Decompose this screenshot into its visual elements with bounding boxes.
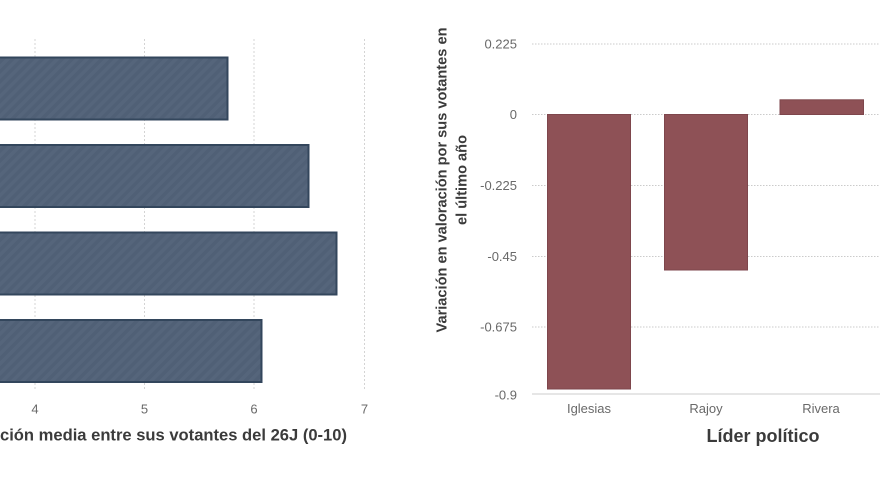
svg-text:Iglesias: Iglesias — [567, 401, 612, 416]
svg-text:Líder político: Líder político — [706, 426, 819, 446]
svg-text:6: 6 — [250, 402, 257, 417]
svg-text:-0.45: -0.45 — [487, 249, 517, 264]
svg-text:-0.225: -0.225 — [480, 178, 517, 193]
svg-text:0.225: 0.225 — [484, 37, 517, 52]
svg-text:ción media entre sus votantes: ción media entre sus votantes del 26J (0… — [0, 427, 347, 445]
svg-text:4: 4 — [31, 402, 38, 417]
svg-text:Rajoy: Rajoy — [689, 401, 723, 416]
svg-text:el último año: el último año — [455, 135, 471, 225]
svg-text:-0.9: -0.9 — [495, 388, 517, 403]
svg-text:Variación en valoración por su: Variación en valoración por sus votantes… — [435, 27, 451, 332]
svg-text:0: 0 — [510, 107, 517, 122]
svg-text:-0.675: -0.675 — [480, 320, 517, 335]
svg-text:5: 5 — [141, 402, 148, 417]
svg-text:Rivera: Rivera — [802, 401, 840, 416]
svg-text:7: 7 — [361, 402, 368, 417]
